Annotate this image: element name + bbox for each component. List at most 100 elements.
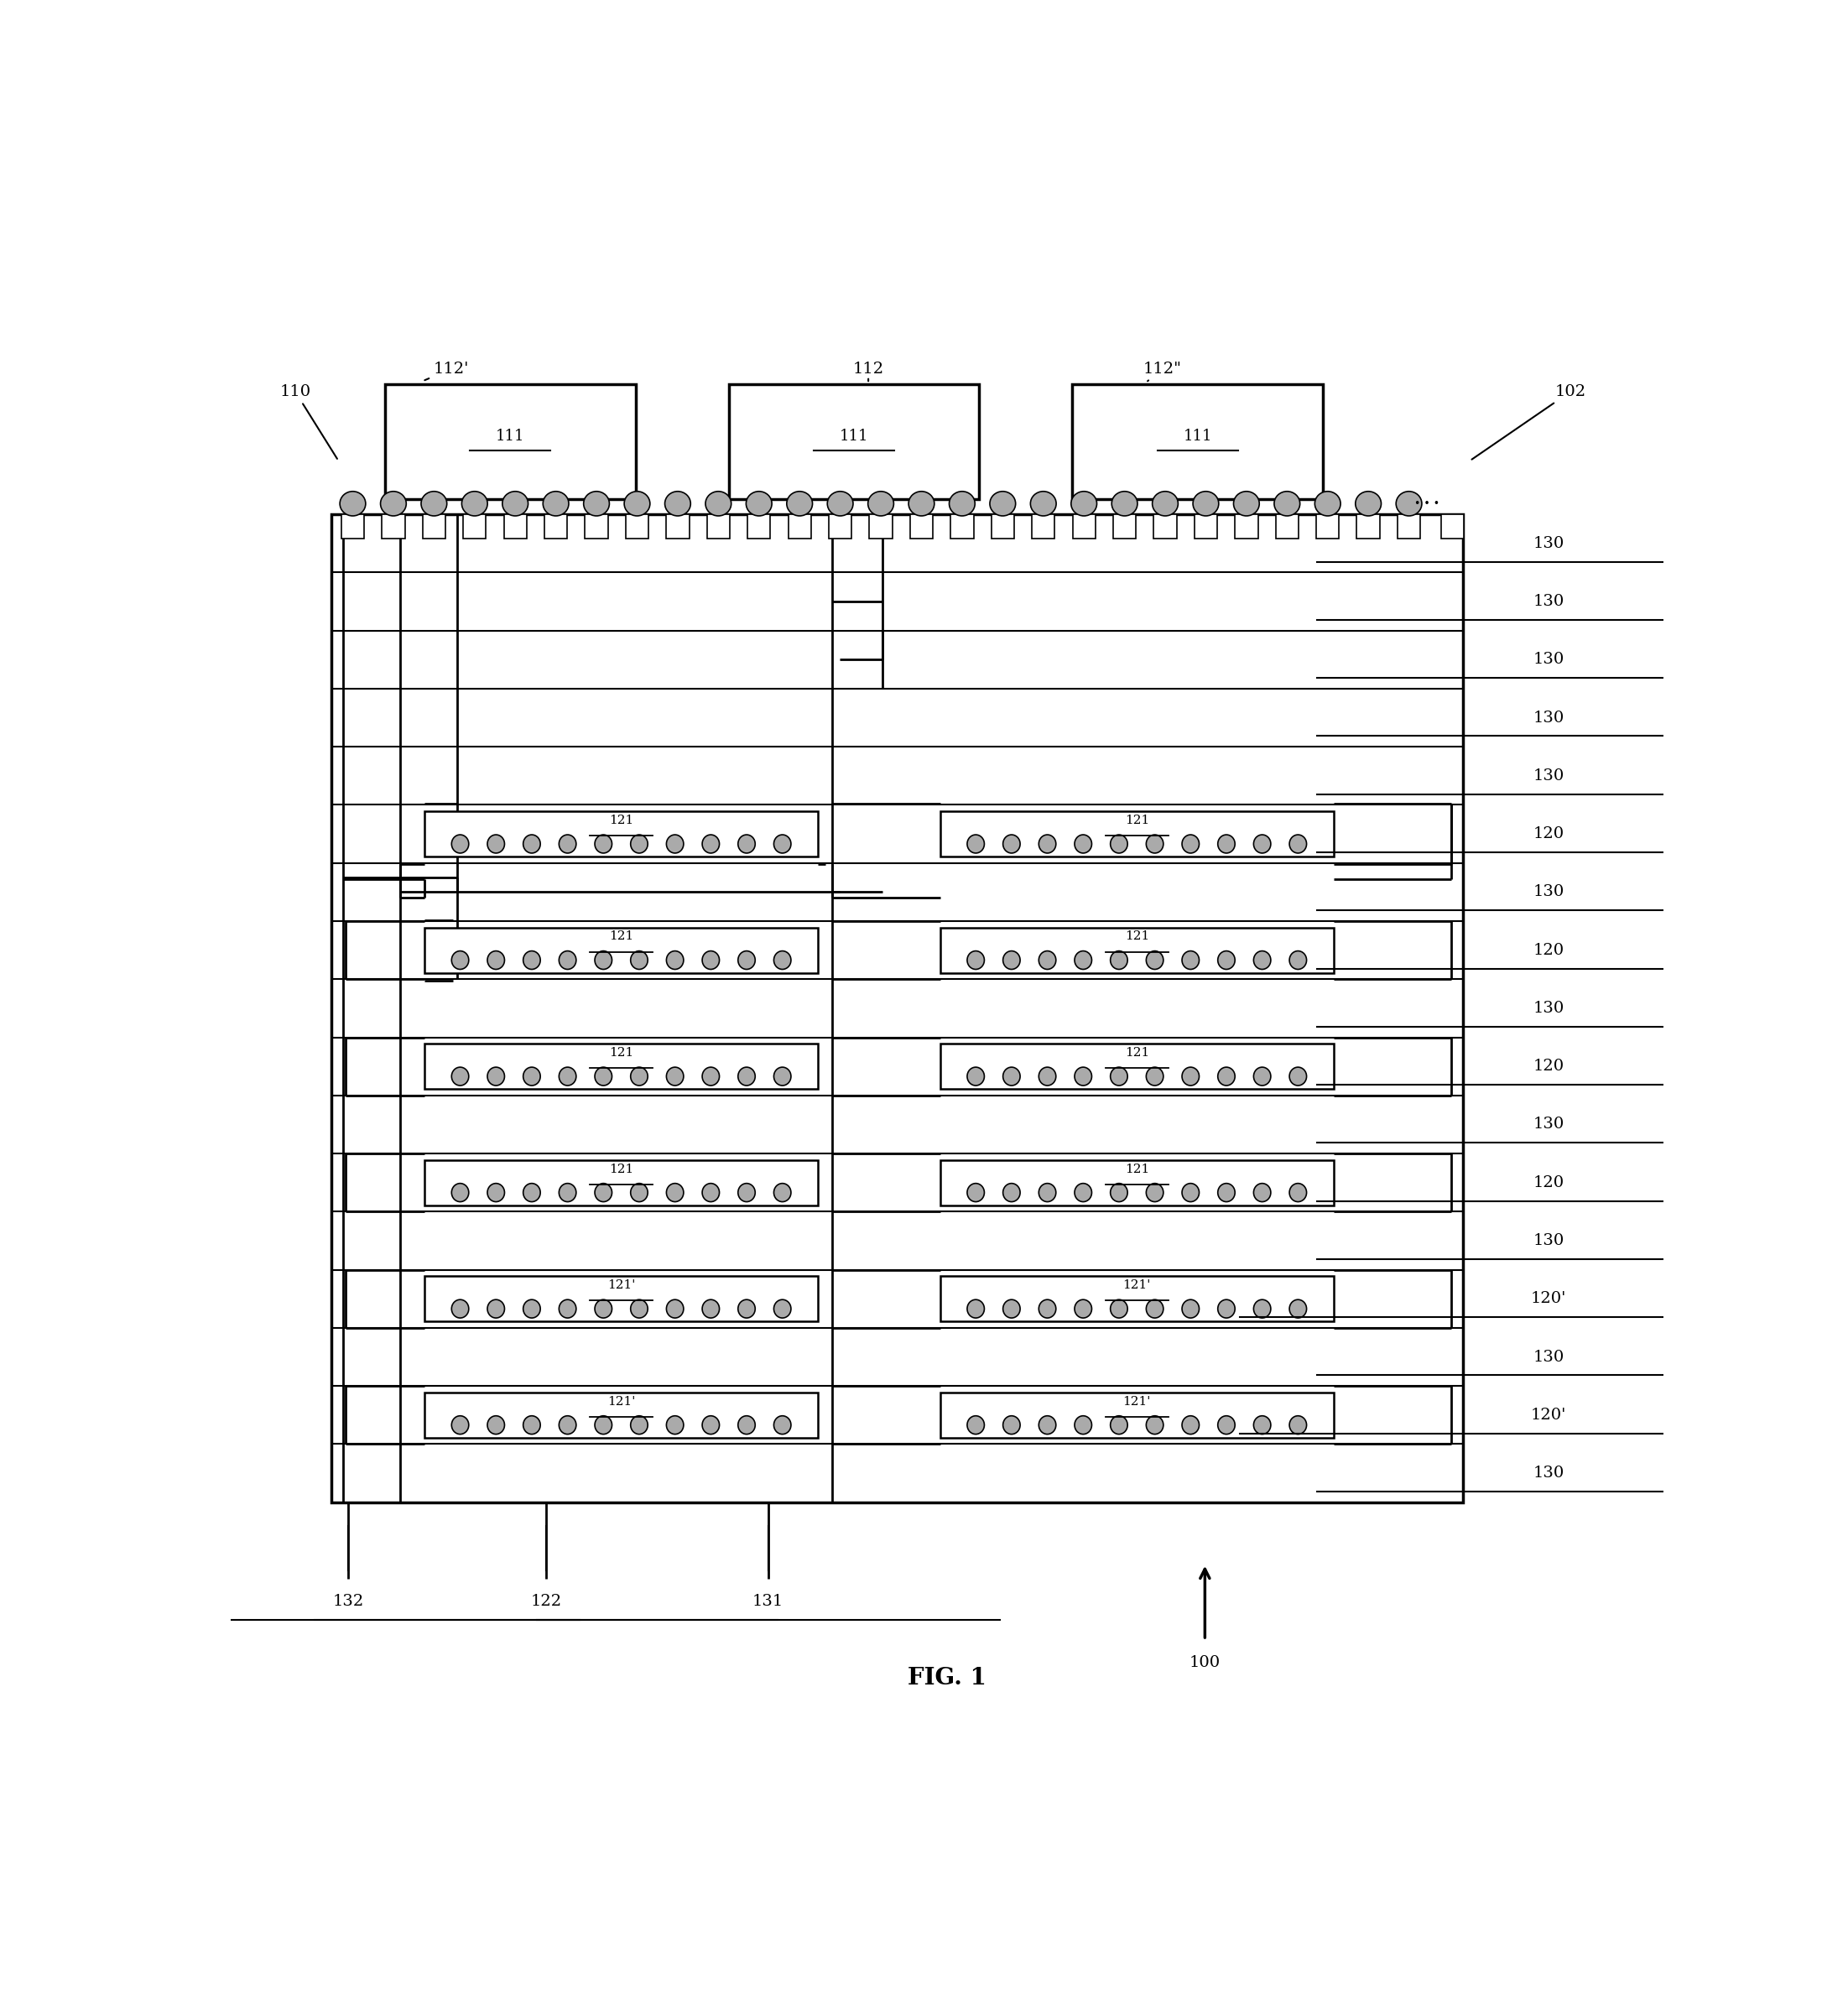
Circle shape [1290, 1299, 1307, 1319]
Circle shape [667, 1068, 684, 1086]
Text: 100: 100 [1190, 1655, 1220, 1671]
Text: 130: 130 [1534, 595, 1563, 609]
Text: 112: 112 [852, 362, 883, 382]
Circle shape [1290, 1183, 1307, 1201]
Circle shape [737, 1068, 756, 1086]
Circle shape [1074, 951, 1092, 969]
Circle shape [1074, 835, 1092, 853]
Circle shape [702, 951, 719, 969]
Circle shape [1039, 951, 1055, 969]
Circle shape [1074, 1068, 1092, 1086]
Circle shape [774, 1416, 791, 1434]
Bar [1153, 515, 1177, 539]
Circle shape [967, 1416, 985, 1434]
Bar [342, 515, 364, 539]
Circle shape [1218, 1416, 1234, 1434]
Circle shape [737, 951, 756, 969]
Bar [545, 515, 567, 539]
Circle shape [488, 835, 505, 853]
Bar [1072, 515, 1096, 539]
Circle shape [1039, 1416, 1055, 1434]
Circle shape [630, 1299, 649, 1319]
Ellipse shape [625, 491, 650, 515]
Circle shape [1146, 835, 1164, 853]
Circle shape [1003, 835, 1020, 853]
Text: 121: 121 [610, 931, 634, 943]
Text: FIG. 1: FIG. 1 [907, 1667, 987, 1689]
Bar [941, 1392, 1334, 1438]
Circle shape [451, 1068, 469, 1086]
Ellipse shape [1112, 491, 1138, 515]
Circle shape [1253, 1183, 1271, 1201]
Circle shape [1039, 835, 1055, 853]
Circle shape [702, 1299, 719, 1319]
Bar [909, 515, 933, 539]
Circle shape [1146, 1416, 1164, 1434]
Bar [1275, 515, 1299, 539]
Circle shape [1074, 1299, 1092, 1319]
Text: 122: 122 [530, 1595, 562, 1609]
Circle shape [630, 1183, 649, 1201]
Ellipse shape [950, 491, 976, 515]
Circle shape [1290, 1068, 1307, 1086]
Text: 121: 121 [610, 1164, 634, 1175]
Circle shape [774, 835, 791, 853]
Ellipse shape [706, 491, 732, 515]
Bar [1234, 515, 1258, 539]
Bar [747, 515, 771, 539]
Circle shape [1218, 1068, 1234, 1086]
Circle shape [1111, 1183, 1127, 1201]
Circle shape [737, 1416, 756, 1434]
Ellipse shape [1233, 491, 1258, 515]
Text: 120': 120' [1530, 1408, 1567, 1422]
Bar [1112, 515, 1137, 539]
Bar [1397, 515, 1421, 539]
Bar [425, 1392, 819, 1438]
Text: 121: 121 [1125, 1046, 1149, 1058]
Bar [1072, 384, 1323, 499]
Bar [425, 1160, 819, 1205]
Text: 121: 121 [610, 1046, 634, 1058]
Circle shape [488, 951, 505, 969]
Circle shape [451, 1299, 469, 1319]
Bar [425, 812, 819, 857]
Circle shape [1146, 1068, 1164, 1086]
Bar [991, 515, 1015, 539]
Text: 120: 120 [1534, 1175, 1563, 1189]
Ellipse shape [869, 491, 894, 515]
Circle shape [1290, 951, 1307, 969]
Bar [626, 515, 649, 539]
Circle shape [523, 1183, 540, 1201]
Circle shape [737, 1299, 756, 1319]
Bar [425, 1044, 819, 1090]
Circle shape [1290, 1416, 1307, 1434]
Circle shape [1253, 951, 1271, 969]
Circle shape [1218, 1183, 1234, 1201]
Circle shape [488, 1068, 505, 1086]
Circle shape [1218, 951, 1234, 969]
Text: 121': 121' [1124, 1279, 1151, 1291]
Bar [505, 515, 527, 539]
Circle shape [774, 1068, 791, 1086]
Circle shape [595, 1068, 612, 1086]
Circle shape [1111, 835, 1127, 853]
Ellipse shape [1395, 491, 1421, 515]
Ellipse shape [1072, 491, 1098, 515]
Bar [1194, 515, 1218, 539]
Bar [941, 1160, 1334, 1205]
Circle shape [1111, 1299, 1127, 1319]
Text: 130: 130 [1534, 1466, 1563, 1480]
Circle shape [774, 1299, 791, 1319]
Circle shape [595, 1299, 612, 1319]
Ellipse shape [543, 491, 569, 515]
Ellipse shape [381, 491, 407, 515]
Text: 121': 121' [1124, 1396, 1151, 1408]
Bar [384, 384, 636, 499]
Circle shape [1253, 1068, 1271, 1086]
Text: 130: 130 [1534, 652, 1563, 666]
Circle shape [1183, 1299, 1199, 1319]
Bar [828, 515, 852, 539]
Circle shape [667, 1183, 684, 1201]
Circle shape [558, 1299, 577, 1319]
Circle shape [1003, 1299, 1020, 1319]
